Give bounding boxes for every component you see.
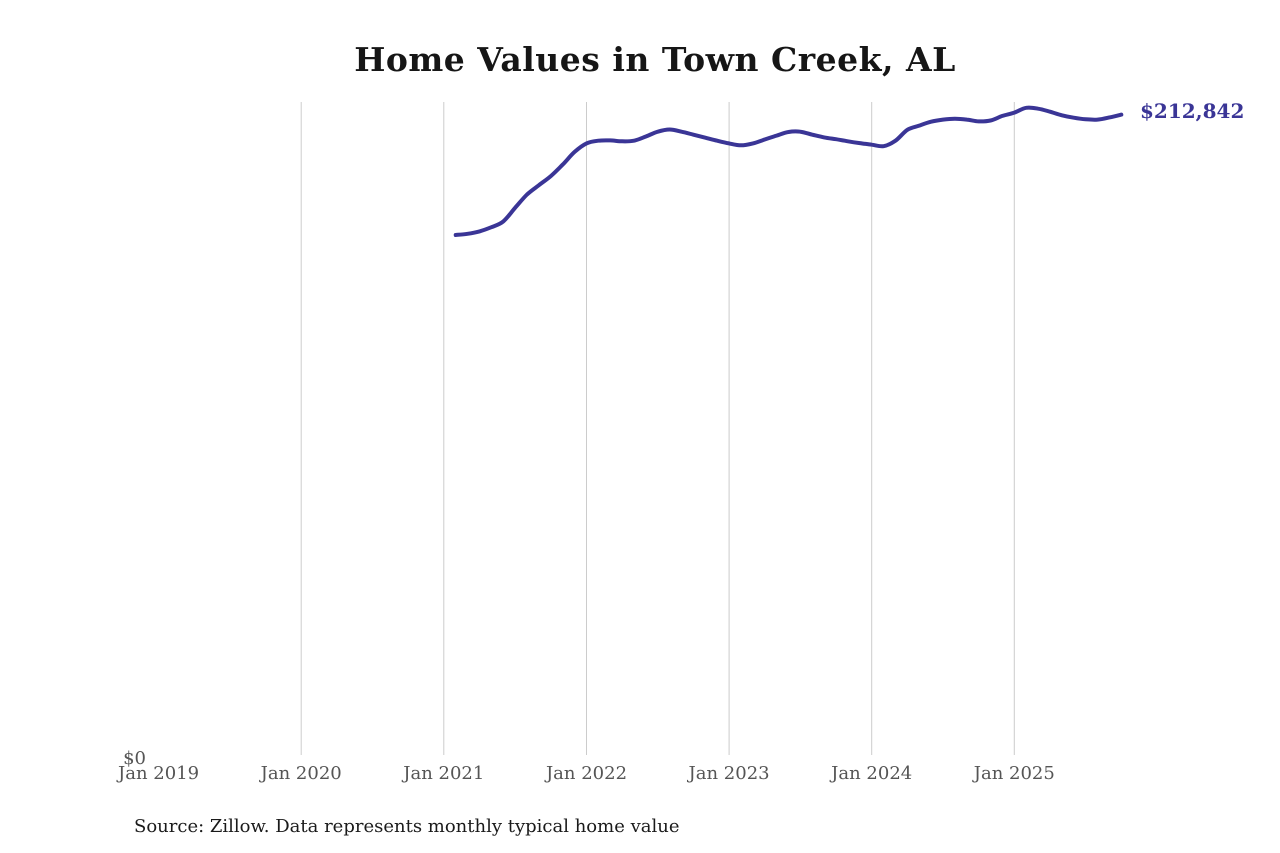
x-tick-label: Jan 2024 [829,763,912,784]
x-tick-label: Jan 2020 [259,763,342,784]
x-tick-label: Jan 2019 [116,763,199,784]
x-tick-label: Jan 2022 [544,763,627,784]
chart-title: Home Values in Town Creek, AL [354,40,956,79]
x-tick-label: Jan 2021 [401,763,484,784]
x-axis-labels: Jan 2019 Jan 2020 Jan 2021 Jan 2022 Jan 2023… [116,763,1055,784]
x-tick-label: Jan 2025 [972,763,1055,784]
x-tick-label: Jan 2023 [687,763,770,784]
latest-value-label: $212,842 [1140,99,1245,123]
source-note: Source: Zillow. Data represents monthly … [134,816,680,837]
y-axis-zero-label: $0 [123,748,146,769]
gridlines [300,102,1015,755]
home-value-line [453,105,1124,237]
